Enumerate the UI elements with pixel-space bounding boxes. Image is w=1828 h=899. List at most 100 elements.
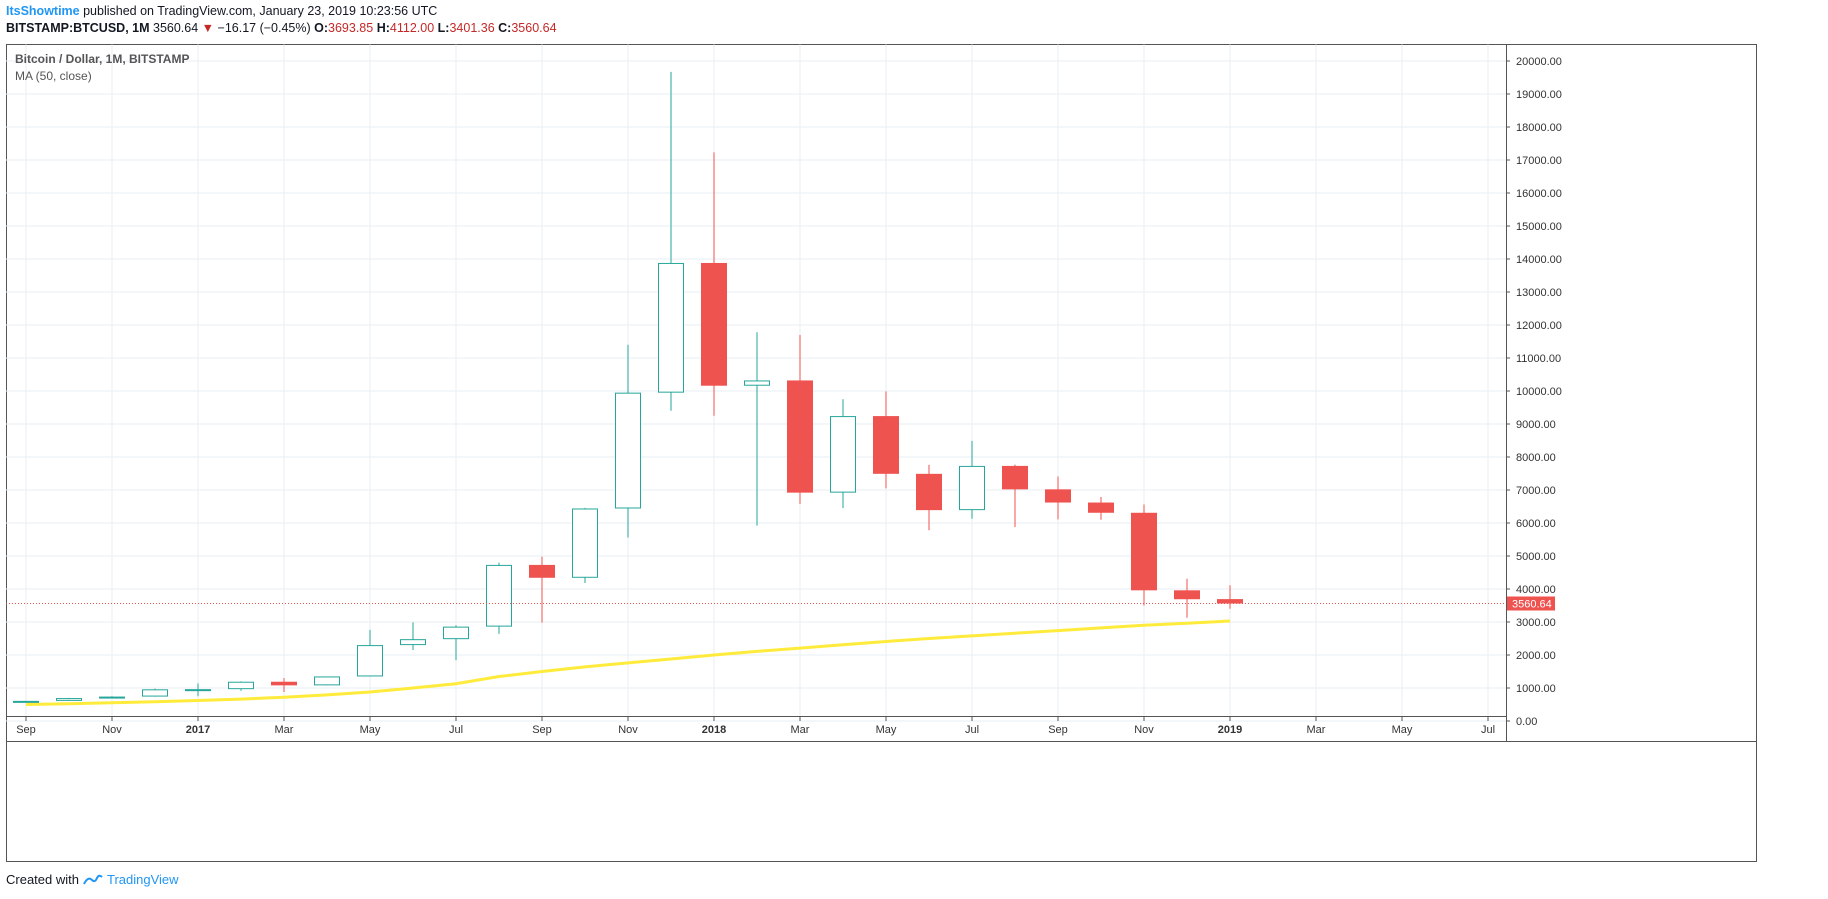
candle — [1088, 496, 1114, 520]
time-tick-label: Nov — [1134, 724, 1154, 736]
price-tick-label: 18000.00 — [1516, 122, 1562, 134]
ma-50-line — [25, 619, 1231, 706]
time-tick-label: Jul — [1481, 724, 1495, 736]
candlestick-chart[interactable]: 3560.64 0.00 1000.00 2000.00 3000.00 4000.00… — [6, 43, 1757, 862]
candle-body-up — [142, 689, 168, 697]
candle-body-up — [443, 626, 469, 640]
price-tick-label: 1000.00 — [1516, 683, 1556, 695]
price-tick-label: 10000.00 — [1516, 386, 1562, 398]
time-tick-label: Sep — [1048, 724, 1068, 736]
symbol-label: BITSTAMP:BTCUSD, 1M — [6, 21, 150, 35]
low-value: 3401.36 — [449, 21, 495, 35]
candle — [99, 696, 125, 699]
low-label: L: — [437, 21, 450, 35]
candle — [443, 625, 469, 661]
candle-body-up — [830, 416, 856, 493]
high-value: 4112.00 — [389, 21, 435, 35]
time-tick-label: Mar — [1307, 724, 1326, 736]
candle-body-down — [787, 380, 813, 493]
price-tick-label: 11000.00 — [1516, 353, 1561, 365]
time-tick-label: 2018 — [702, 724, 726, 736]
price-tick-label: 13000.00 — [1516, 287, 1562, 299]
symbol-quote-line: BITSTAMP:BTCUSD, 1M 3560.64 ▼ −16.17 (−0… — [6, 21, 557, 36]
time-tick-label: Nov — [618, 724, 638, 736]
last-price-tag-label: 3560.64 — [1512, 598, 1552, 610]
candle-body-down — [701, 262, 727, 386]
moving-average-layer — [25, 619, 1231, 706]
time-tick-label: 2017 — [186, 724, 210, 736]
author-link[interactable]: ItsShowtime — [6, 4, 80, 18]
price-tick-label: 16000.00 — [1516, 188, 1562, 200]
published-text: published on TradingView.com, January 23… — [83, 4, 438, 18]
time-tick-label: Sep — [532, 724, 552, 736]
candle-body-up — [744, 380, 770, 386]
price-tick-label: 15000.00 — [1516, 221, 1562, 233]
candle-body-down — [1131, 512, 1157, 591]
open-value: 3693.85 — [328, 21, 374, 35]
candle — [658, 71, 684, 411]
candle — [1131, 504, 1157, 606]
last-price: 3560.64 — [153, 21, 199, 35]
candle — [1002, 464, 1028, 527]
candle-body-up — [400, 639, 426, 646]
down-arrow-icon: ▼ — [201, 21, 215, 35]
candle — [529, 556, 555, 623]
time-tick-label: Sep — [16, 724, 36, 736]
candle-body-up — [615, 392, 641, 509]
candle — [830, 399, 856, 509]
candles-layer — [13, 71, 1243, 703]
candle-body-up — [486, 564, 512, 627]
price-tick-label: 17000.00 — [1516, 155, 1562, 167]
candle-body-down — [529, 564, 555, 578]
time-tick-label: May — [876, 724, 897, 736]
last-price-line: 3560.64 — [6, 596, 1555, 611]
indicator-legend[interactable]: MA (50, close) — [15, 69, 92, 83]
candle-body-down — [1002, 465, 1028, 490]
created-with-text: Created with — [6, 872, 79, 887]
candle — [787, 334, 813, 504]
candle-body-up — [99, 696, 125, 699]
time-tick-label: Nov — [102, 724, 122, 736]
candle-body-up — [572, 508, 598, 578]
price-tick-label: 5000.00 — [1516, 551, 1556, 563]
candle — [13, 700, 39, 703]
time-tick-label: Mar — [275, 724, 294, 736]
candle-body-up — [56, 698, 82, 701]
price-axis[interactable]: 0.00 1000.00 2000.00 3000.00 4000.00 5000.00 6… — [1506, 44, 1562, 742]
candle — [959, 440, 985, 519]
tradingview-logo-icon — [83, 874, 103, 884]
price-tick-label: 4000.00 — [1516, 584, 1556, 596]
time-tick-label: Mar — [791, 724, 810, 736]
price-tick-label: 12000.00 — [1516, 320, 1562, 332]
candle-body-down — [916, 473, 942, 511]
candle — [744, 332, 770, 526]
time-tick-label: 2019 — [1218, 724, 1242, 736]
candle-body-down — [1088, 502, 1114, 513]
price-tick-label: 9000.00 — [1516, 419, 1556, 431]
candle-body-up — [228, 681, 254, 690]
time-tick-label: Jul — [449, 724, 463, 736]
candle — [615, 344, 641, 538]
price-tick-label: 7000.00 — [1516, 485, 1556, 497]
series-title: Bitcoin / Dollar, 1M, BITSTAMP — [15, 52, 190, 66]
candle-body-down — [1174, 590, 1200, 600]
candle-body-up — [314, 676, 340, 686]
candle — [271, 678, 297, 692]
price-tick-label: 0.00 — [1516, 716, 1537, 728]
time-axis[interactable]: Sep Nov 2017 Mar May Jul Sep Nov 2018 Mar May Jul Se… — [6, 716, 1757, 742]
price-change: −16.17 (−0.45%) — [217, 21, 311, 35]
close-label: C: — [498, 21, 512, 35]
price-tick-label: 14000.00 — [1516, 254, 1562, 266]
candle — [185, 683, 211, 697]
candle — [486, 562, 512, 634]
footer: Created with TradingView — [6, 872, 179, 887]
price-tick-label: 20000.00 — [1516, 56, 1562, 68]
publish-header: ItsShowtime published on TradingView.com… — [6, 4, 437, 19]
candle — [572, 507, 598, 584]
candle-body-up — [185, 689, 211, 692]
close-value: 3560.64 — [511, 21, 557, 35]
chart-container[interactable]: 3560.64 0.00 1000.00 2000.00 3000.00 4000.00… — [6, 43, 1757, 862]
candle — [357, 629, 383, 677]
tradingview-brand-link[interactable]: TradingView — [106, 872, 179, 887]
open-label: O: — [314, 21, 329, 35]
